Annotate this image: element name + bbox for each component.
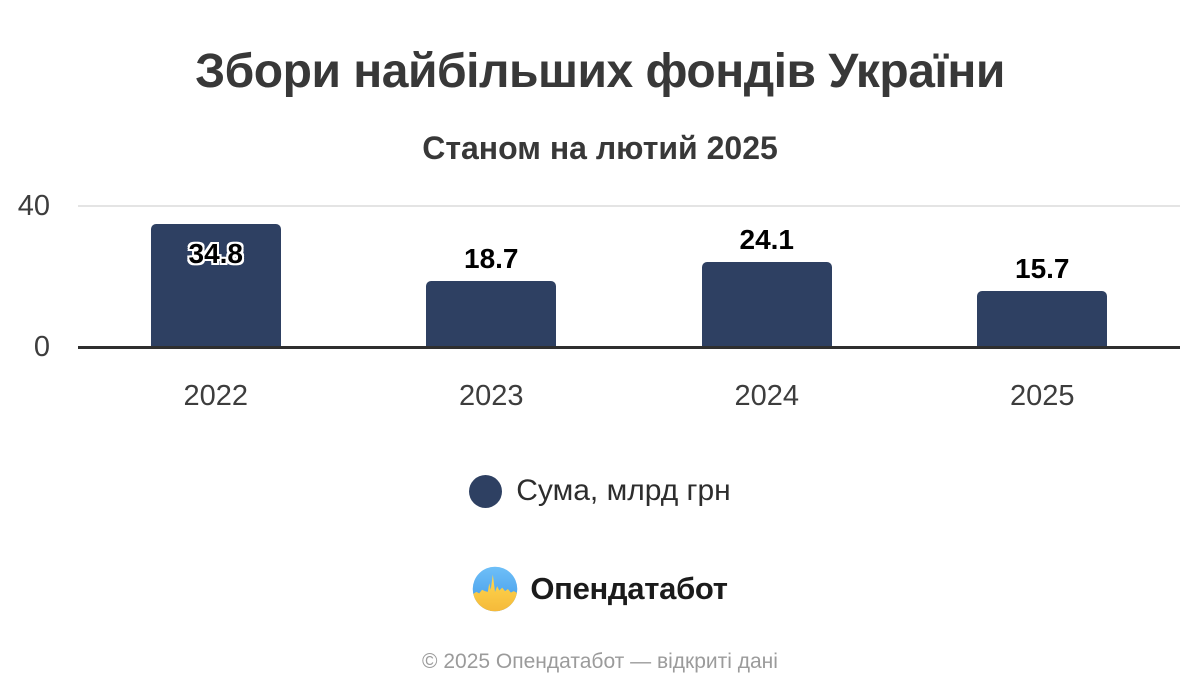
x-axis-tick-2025: 2025 <box>1009 380 1075 412</box>
bar-value-2025: 15.7 <box>1015 253 1070 285</box>
opendatabot-logo: Опендатабот <box>0 566 1200 612</box>
legend: Сума, млрд грн <box>0 474 1200 508</box>
opendatabot-logo-icon <box>473 566 518 612</box>
bar-slot-2022: 34.8 2022 <box>78 206 354 412</box>
bar-2024 <box>701 261 832 346</box>
legend-marker-circle <box>469 474 503 508</box>
bar-2025 <box>977 291 1108 346</box>
bar-slot-2023: 18.7 2023 <box>354 206 630 412</box>
legend-label: Сума, млрд грн <box>516 474 731 507</box>
x-axis-tick-2023: 2023 <box>458 380 524 412</box>
bar-slot-2024: 24.1 2024 <box>629 206 905 412</box>
gridline-40 <box>78 205 1180 207</box>
chart-subtitle: Станом на лютий 2025 <box>422 130 778 166</box>
y-axis-tick-zero: 0 <box>33 331 50 363</box>
bar-value-2022: 34.8 <box>188 238 244 270</box>
opendatabot-logo-text: Опендатабот <box>530 571 728 606</box>
y-axis-tick-max: 40 <box>17 190 50 222</box>
x-axis-line <box>78 346 1180 349</box>
bar-value-2023: 18.7 <box>464 242 519 274</box>
bar-2022 <box>150 224 281 346</box>
x-axis-tick-2024: 2024 <box>734 380 799 412</box>
bar-value-2024: 24.1 <box>739 223 795 255</box>
bar-slot-2025: 15.7 2025 <box>905 206 1181 412</box>
bars-area: 34.8 2022 18.7 2023 24.1 2024 15.7 2025 <box>78 206 1181 412</box>
chart-title: Збори найбільших фондів України <box>195 45 1005 98</box>
x-axis-tick-2022: 2022 <box>183 380 248 412</box>
bar-2023 <box>426 280 557 346</box>
copyright-text: © 2025 Опендатабот — відкриті дані <box>422 650 778 673</box>
